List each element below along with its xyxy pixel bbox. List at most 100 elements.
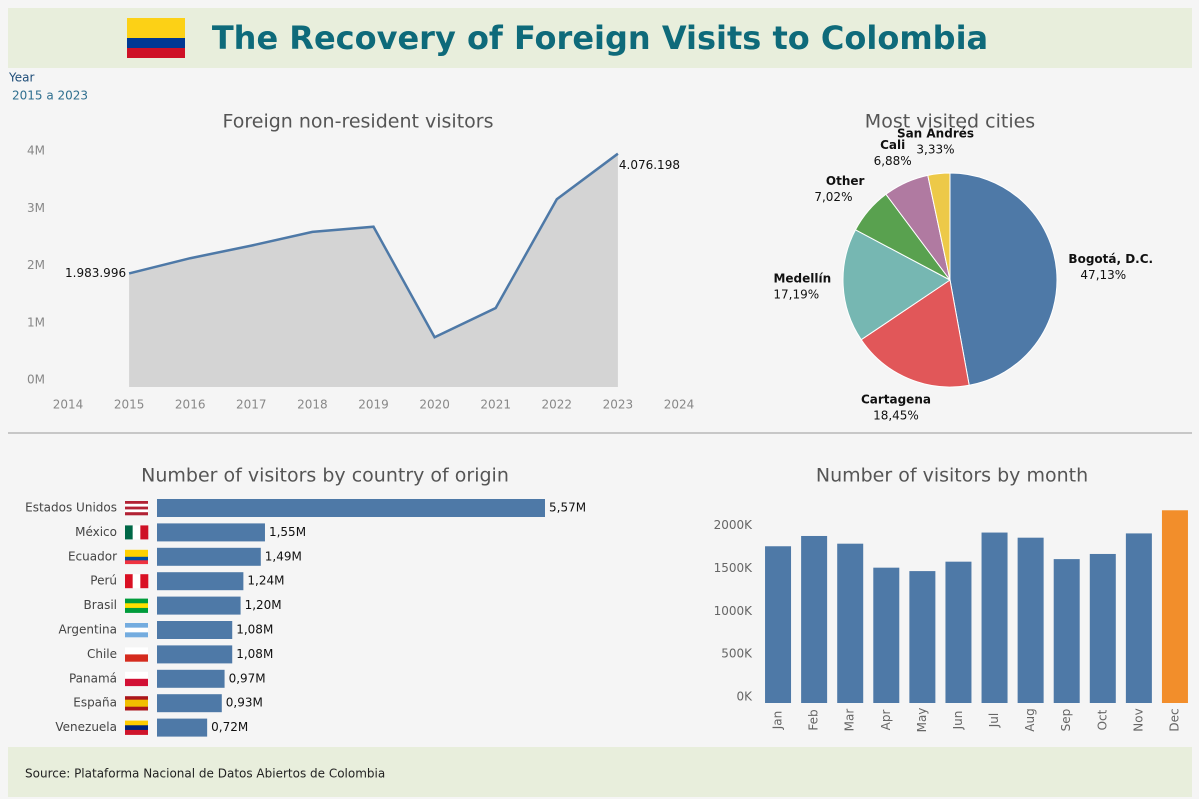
bar [157, 669, 225, 688]
flag-stripe [125, 696, 148, 700]
x-tick-label: 2018 [297, 398, 328, 412]
x-tick-label: 2022 [542, 398, 573, 412]
flag-stripe [125, 553, 148, 558]
flag-stripe [125, 706, 148, 711]
flag-stripe [140, 574, 149, 589]
x-tick-label: 2021 [480, 398, 511, 412]
x-tick-label: 2024 [664, 398, 695, 412]
flag-stripe [125, 501, 148, 505]
y-tick-label: 1000K [714, 604, 754, 618]
country-flag [125, 501, 148, 516]
slice-name: Cali [880, 138, 905, 152]
bar [1089, 553, 1116, 703]
slice-value: 18,45% [873, 409, 919, 423]
x-tick-label: Jun [951, 711, 965, 731]
x-tick-label: 2016 [175, 398, 206, 412]
flag-stripe [125, 607, 148, 613]
flag-stripe [125, 623, 148, 628]
flag-stripe [125, 556, 148, 561]
source-note: Source: Plataforma Nacional de Datos Abi… [25, 767, 385, 781]
country-flag [125, 549, 148, 565]
y-tick-label: 500K [721, 647, 753, 661]
y-tick-label: 0M [27, 373, 45, 387]
category-label: Panamá [69, 671, 117, 685]
slice-name: Bogotá, D.C. [1068, 252, 1153, 266]
bar [1053, 559, 1080, 703]
value-label: 0,93M [226, 696, 263, 710]
x-tick-label: Feb [807, 709, 821, 730]
slice-name: Medellín [773, 272, 831, 286]
y-tick-label: 0K [736, 690, 753, 704]
bar [981, 532, 1008, 703]
bar [945, 561, 972, 703]
category-label: Venezuela [55, 720, 117, 734]
bar [837, 543, 864, 703]
flag-stripe [132, 525, 141, 540]
bar [157, 523, 265, 542]
slice-name: Other [826, 174, 865, 188]
colombia-flag [127, 18, 185, 58]
flag-stripe [125, 509, 148, 513]
bar [1125, 533, 1152, 703]
bar [873, 567, 900, 703]
country-flag [125, 574, 149, 589]
flag-stripe [125, 647, 148, 655]
flag-stripe [125, 574, 133, 589]
flag-stripe [140, 525, 149, 540]
flag-stripe [125, 725, 148, 731]
category-label: México [75, 525, 117, 539]
value-label: 1,08M [236, 647, 273, 661]
flag-stripe [125, 506, 148, 510]
value-label: 1,49M [265, 549, 302, 563]
bar [1017, 537, 1044, 703]
bar [157, 718, 208, 737]
bar [157, 572, 244, 591]
country-flag [125, 598, 148, 613]
flag-stripe [125, 654, 148, 662]
flag-stripe [125, 699, 148, 704]
bar [157, 621, 233, 639]
flag-stripe [125, 632, 148, 638]
value-label: 1,08M [236, 623, 273, 637]
chart-title: Number of visitors by month [816, 465, 1088, 487]
chart-title: Most visited cities [865, 111, 1035, 133]
x-tick-label: Mar [843, 709, 857, 732]
flag-stripe [125, 598, 148, 604]
x-tick-label: Apr [879, 710, 893, 731]
y-tick-label: 3M [27, 201, 45, 215]
slice-name: Cartagena [861, 393, 931, 407]
area-line [128, 152, 619, 339]
x-tick-label: 2023 [603, 398, 634, 412]
x-tick-label: Aug [1023, 708, 1037, 731]
pie-slice [860, 279, 970, 388]
y-tick-label: 2000K [714, 518, 754, 532]
x-tick-label: 2019 [358, 398, 389, 412]
area-fill [129, 153, 618, 387]
value-label: 1.983.996 [65, 266, 126, 280]
value-label: 0,97M [229, 671, 266, 685]
flag-stripe [132, 574, 141, 589]
value-label: 4.076.198 [619, 158, 680, 172]
category-label: Ecuador [68, 549, 117, 563]
y-tick-label: 1M [27, 315, 45, 329]
chart-title: Foreign non-resident visitors [223, 111, 494, 133]
slice-name: San Andrés [897, 126, 974, 140]
x-tick-label: Dec [1167, 708, 1181, 731]
slice-value: 17,19% [773, 288, 819, 302]
x-tick-label: Sep [1059, 709, 1073, 732]
y-tick-label: 1500K [714, 561, 754, 575]
flag-stripe [125, 720, 148, 726]
flag-stripe [125, 503, 148, 507]
country-flag [125, 696, 148, 711]
category-label: Argentina [58, 623, 117, 637]
value-label: 1,20M [245, 598, 282, 612]
filter-value[interactable]: 2015 a 2023 [12, 89, 88, 103]
bar [909, 571, 936, 703]
x-tick-label: Nov [1131, 708, 1145, 731]
country-flag [125, 647, 148, 662]
value-label: 1,55M [269, 525, 306, 539]
x-tick-label: 2017 [236, 398, 267, 412]
category-label: Estados Unidos [25, 501, 117, 515]
flag-stripe [125, 560, 148, 565]
